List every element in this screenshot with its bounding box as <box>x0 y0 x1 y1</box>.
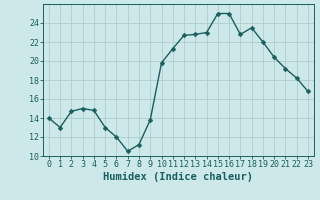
X-axis label: Humidex (Indice chaleur): Humidex (Indice chaleur) <box>103 172 253 182</box>
